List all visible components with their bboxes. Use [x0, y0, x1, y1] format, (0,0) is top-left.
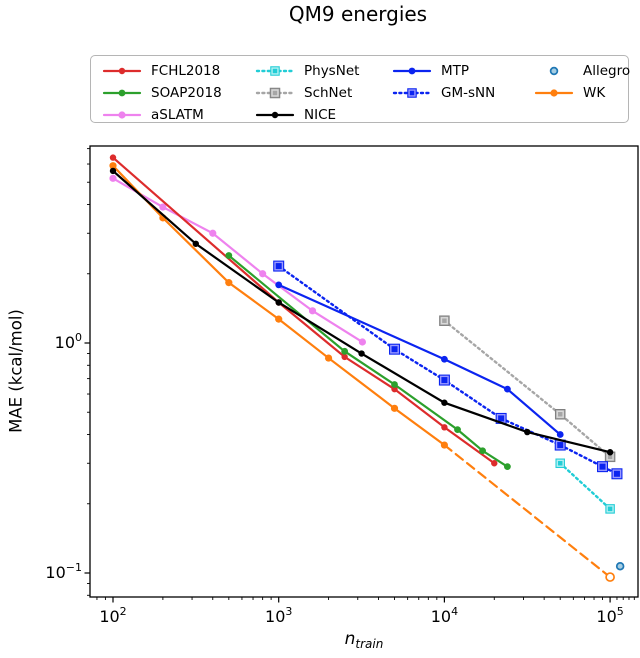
legend-entry-fchl2018: FCHL2018: [101, 60, 220, 82]
x-axis-label-subscript: train: [355, 637, 384, 651]
legend-sample-fchl2018: [102, 67, 142, 75]
legend-label-fchl2018: FCHL2018: [151, 63, 221, 79]
legend-sample-aslatm: [102, 111, 142, 119]
legend-entry-allegro: Allegro: [533, 60, 630, 82]
legend-entry-mtp: MTP: [391, 60, 469, 82]
legend-sample-wk: [534, 89, 574, 97]
legend-entry-soap2018: SOAP2018: [101, 82, 222, 104]
legend-sample-allegro: [549, 66, 559, 76]
legend-sample-mtp: [392, 67, 432, 75]
legend-sample-physnet: [255, 66, 295, 76]
series-SOAP2018: [225, 252, 511, 471]
plot-frame: [89, 145, 639, 598]
legend-box: FCHL2018 SOAP2018 aSLATM PhysNet SchNet NICE M…: [90, 55, 630, 126]
legend-entry-physnet: PhysNet: [254, 60, 359, 82]
legend-sample-schnet: [255, 87, 295, 99]
legend-label-soap2018: SOAP2018: [151, 85, 222, 101]
legend-sample-gm-snn: [392, 88, 432, 98]
x-tick-label: 105: [596, 605, 623, 626]
series-PhysNet: [555, 458, 615, 514]
series-aSLATM: [109, 174, 367, 346]
legend-label-wk: WK: [583, 85, 606, 101]
series-GM-sNN: [273, 260, 623, 480]
chart-title: QM9 energies: [288, 2, 428, 26]
legend-label-nice: NICE: [304, 107, 337, 123]
legend-label-physnet: PhysNet: [304, 63, 360, 79]
legend-entry-schnet: SchNet: [254, 82, 352, 104]
x-tick-label: 104: [431, 605, 458, 626]
series-Allegro: [615, 561, 625, 571]
legend-entry-gm-snn: GM-sNN: [391, 82, 495, 104]
series-FCHL2018: [109, 154, 498, 467]
x-axis-label-symbol: n: [344, 629, 356, 649]
y-tick-label: 10−1: [45, 561, 82, 582]
series-MTP: [275, 281, 564, 438]
legend-entry-nice: NICE: [254, 104, 336, 126]
legend-label-gm-snn: GM-sNN: [441, 85, 496, 101]
legend-sample-soap2018: [102, 89, 142, 97]
legend-label-mtp: MTP: [441, 63, 470, 79]
axis-ticks: [84, 148, 635, 603]
x-tick-label: 103: [265, 605, 292, 626]
series-WK: [109, 162, 615, 582]
legend-label-aslatm: aSLATM: [151, 107, 204, 123]
legend-label-schnet: SchNet: [304, 85, 353, 101]
series-NICE: [109, 167, 614, 456]
legend-sample-nice: [255, 111, 295, 119]
legend-entry-wk: WK: [533, 82, 605, 104]
x-tick-label: 102: [99, 605, 126, 626]
legend-label-allegro: Allegro: [583, 63, 631, 79]
y-tick-label: 100: [55, 331, 82, 352]
y-axis-label: MAE (kcal/mol): [6, 309, 26, 433]
legend-entry-aslatm: aSLATM: [101, 104, 204, 126]
series-SchNet: [439, 315, 616, 463]
x-axis-label: ntrain: [345, 629, 384, 651]
